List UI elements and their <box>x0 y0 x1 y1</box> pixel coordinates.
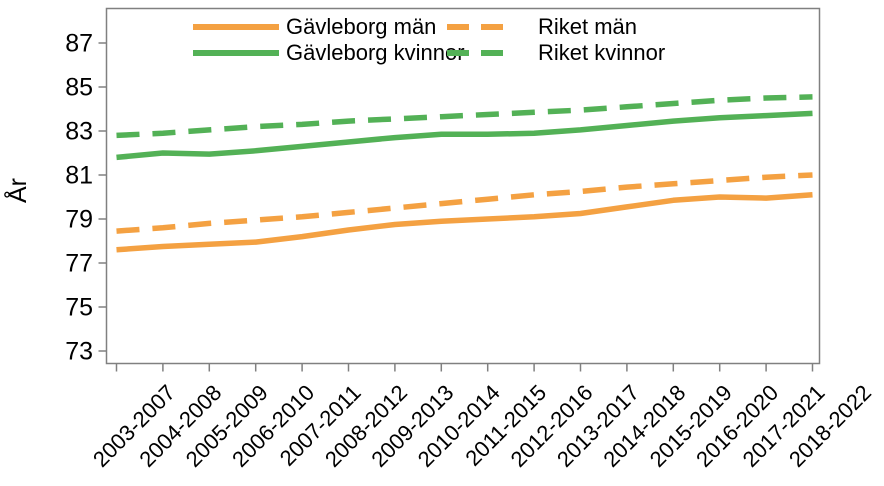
series-line-2 <box>116 172 813 234</box>
y-tick-label: 83 <box>65 118 93 146</box>
y-tick-label: 79 <box>65 206 93 234</box>
y-tick-label: 85 <box>65 74 93 102</box>
legend-swatch-gavleborg-kvinnor <box>193 50 279 56</box>
series-line-3 <box>116 94 813 139</box>
legend-label-riket-kvinnor: Riket kvinnor <box>538 40 666 65</box>
legend-swatch-gavleborg-man <box>193 24 279 30</box>
legend-swatch-riket-kvinnor <box>447 50 513 56</box>
series-line-1 <box>116 110 813 161</box>
plot-border <box>105 7 821 365</box>
y-tick-label: 81 <box>65 162 93 190</box>
y-tick-label: 87 <box>65 30 93 58</box>
y-tick-label: 75 <box>65 294 93 322</box>
y-axis-title: År <box>4 178 32 203</box>
series-line-0 <box>116 192 813 253</box>
y-tick-label: 73 <box>65 338 93 366</box>
legend-swatch-riket-man <box>447 24 513 30</box>
y-tick-label: 77 <box>65 250 93 278</box>
legend-label-riket-man: Riket män <box>538 14 638 39</box>
legend-label-gavleborg-man: Gävleborg män <box>286 14 437 39</box>
legend-label-gavleborg-kvinnor: Gävleborg kvinnor <box>286 40 465 65</box>
